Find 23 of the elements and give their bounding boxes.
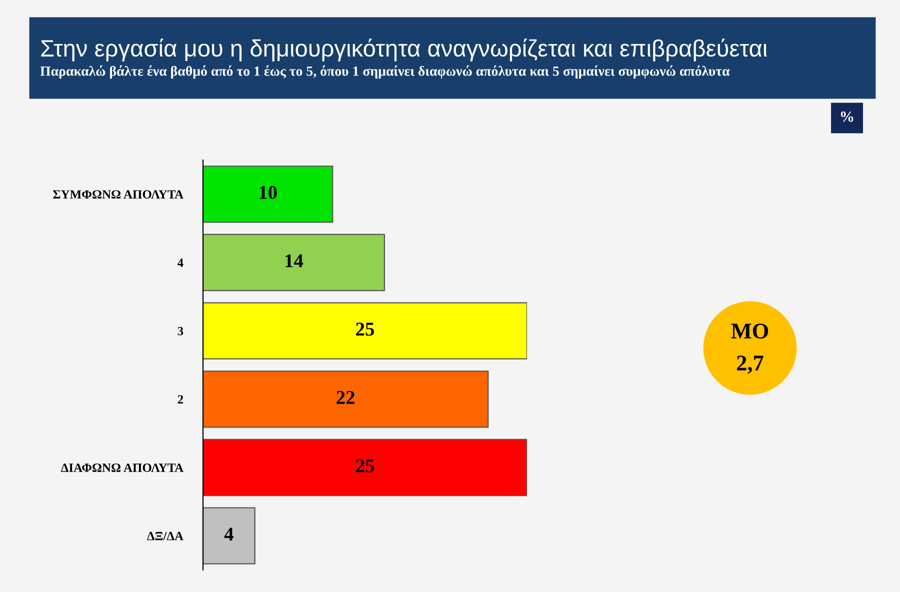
y-tick-label: 3	[178, 326, 184, 336]
data-label: 25	[356, 459, 374, 472]
bar	[203, 166, 334, 223]
bar	[203, 302, 527, 360]
y-tick-label: ΔΞ/ΔΑ	[147, 532, 184, 540]
text: ΜΟ	[731, 324, 768, 339]
bar	[203, 370, 489, 428]
bar	[203, 507, 256, 564]
chart-subtitle: Παρακαλώ βάλτε ένα βαθμό από το 1 έως το 5, όπου 1 σημαίνει διαφωνώ απόλυτα και 5 σημαίνει συμφωνώ απόλυτα	[40, 65, 730, 79]
bar	[203, 438, 527, 496]
data-label: 22	[336, 390, 354, 404]
chart-title: Στην εργασία μου η δημιουργικότητα αναγνωρίζεται και επιβραβεύεται	[41, 38, 767, 62]
y-tick-label: ΔΙΑΦΩΝΩ ΑΠΟΛΥΤΑ	[60, 464, 184, 472]
text: 2,7	[737, 356, 764, 374]
data-label: 4	[224, 528, 234, 541]
text: %	[840, 112, 854, 122]
data-label: 14	[286, 254, 304, 268]
bar	[203, 234, 385, 292]
data-label: 10	[260, 186, 277, 200]
y-tick-label: 4	[177, 258, 184, 267]
data-label: 25	[356, 322, 374, 336]
y-tick-label: ΣΥΜΦΩΝΩ ΑΠΟΛΥΤΑ	[53, 190, 184, 199]
y-tick-label: 2	[178, 395, 184, 404]
